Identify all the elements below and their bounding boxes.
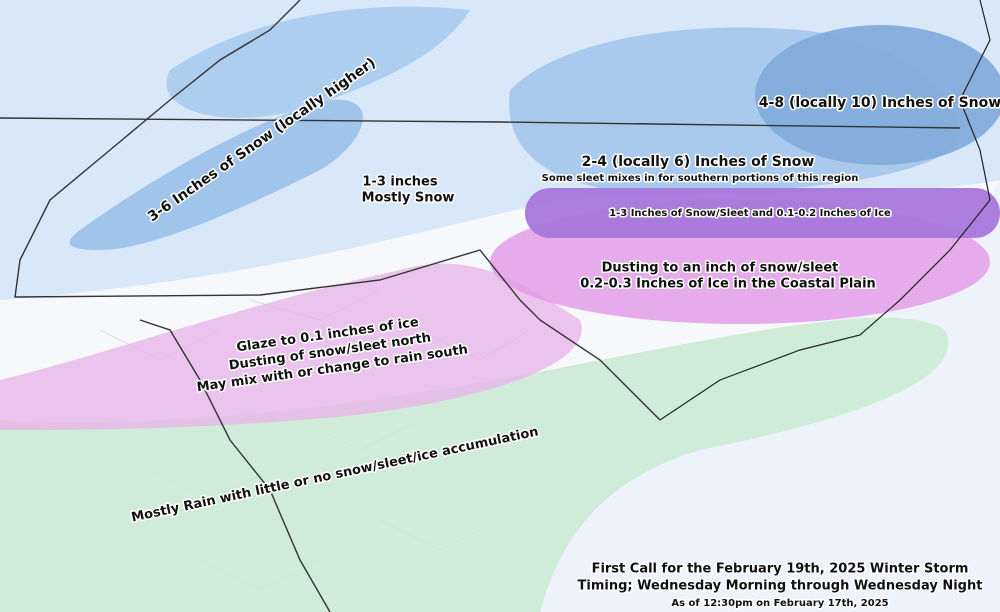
region-note: Some sleet mixes in for southern portion… — [542, 173, 859, 184]
footer-title: First Call for the February 19th, 2025 W… — [592, 562, 969, 577]
region-label: 2-4 (locally 6) Inches of Snow — [582, 154, 815, 170]
region-label: 1-3 Inches of Snow/Sleet and 0.1-0.2 Inc… — [609, 208, 891, 219]
glaze-zone — [0, 263, 582, 430]
region-label: 1-3 inches — [362, 175, 438, 190]
heavy-snow-zone-northeast — [755, 25, 1000, 165]
snow-ice-zone — [525, 188, 1000, 238]
heavy-snow-zone-west — [69, 99, 363, 250]
region-label: Mostly Snow — [362, 191, 455, 206]
region-label: 4-8 (locally 10) Inches of Snow — [759, 95, 1000, 111]
footer-issued: As of 12:30pm on February 17th, 2025 — [671, 598, 888, 609]
region-label: 0.2-0.3 Inches of Ice in the Coastal Pla… — [580, 277, 876, 292]
footer-timing: Timing; Wednesday Morning through Wednes… — [578, 579, 983, 594]
region-label: Dusting to an inch of snow/sleet — [602, 261, 839, 276]
rain-zone — [0, 317, 949, 612]
heavy-snow-zone-north — [166, 6, 470, 118]
